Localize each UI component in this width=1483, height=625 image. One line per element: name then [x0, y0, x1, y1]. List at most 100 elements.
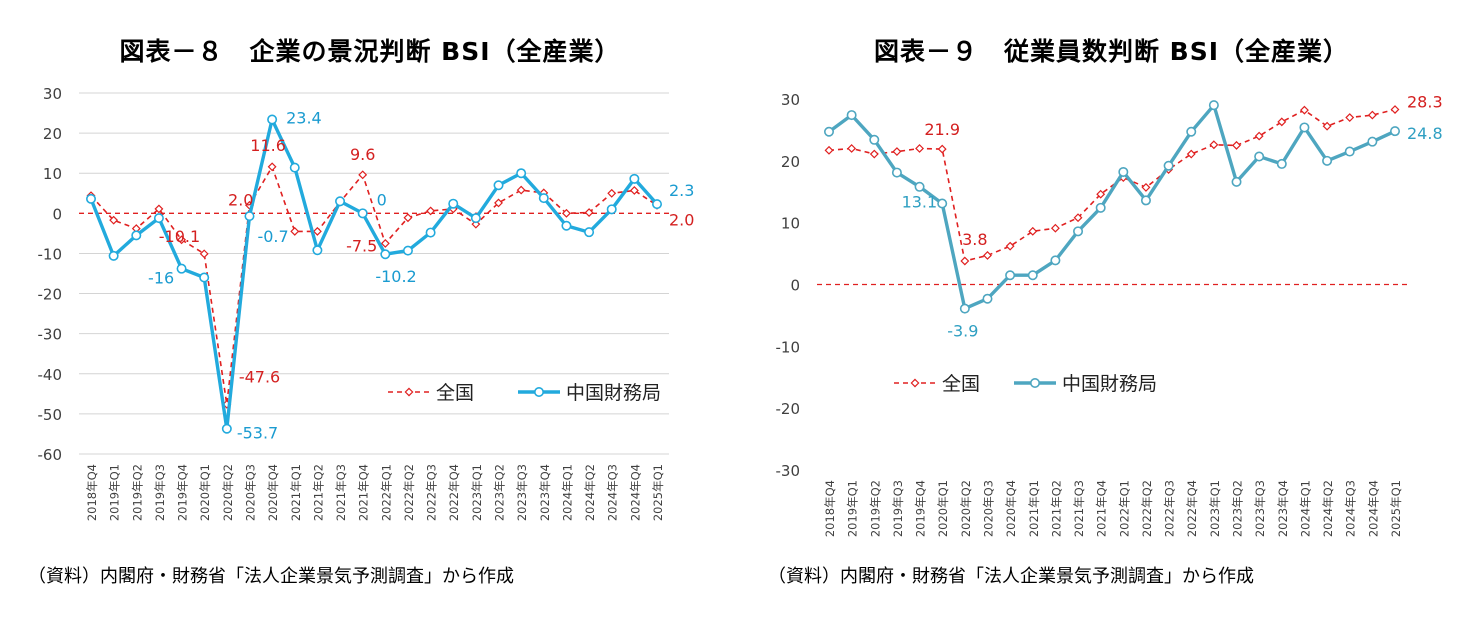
data-label: 13.1: [902, 192, 938, 211]
data-point: [1254, 151, 1265, 162]
data-point: [357, 208, 368, 219]
data-point: [402, 245, 413, 256]
y-tick-label: 0: [790, 277, 800, 295]
x-tick-label: 2023年Q3: [515, 464, 529, 521]
y-tick-label: 0: [52, 205, 62, 223]
data-point: [1140, 195, 1151, 206]
data-point: [1231, 176, 1242, 187]
data-label: 3.8: [962, 230, 987, 249]
data-point: [516, 168, 527, 179]
data-point: [892, 147, 902, 157]
data-point: [154, 204, 164, 214]
data-point: [584, 208, 594, 217]
bsi-line-chart: 30 20 10 0 -10 -20 -30 -40 -50 -60 2018年Q4 2019年Q1 2…: [38, 85, 695, 521]
data-point: [380, 249, 391, 260]
x-tick-label: 2024年Q1: [1298, 480, 1312, 537]
y-tick-label: 10: [43, 165, 62, 183]
x-tick-label: 2022年Q1: [1117, 480, 1131, 537]
data-point: [538, 193, 549, 204]
x-tick-label: 2022年Q2: [402, 464, 416, 521]
y-tick-label: 20: [781, 153, 800, 171]
data-point: [1073, 226, 1084, 237]
data-label: 2.0: [228, 190, 253, 209]
y-tick-label: -20: [38, 286, 63, 304]
data-point: [290, 226, 300, 236]
data-point: [1028, 226, 1038, 236]
data-point: [847, 144, 857, 153]
x-tick-label: 2019年Q2: [130, 464, 144, 521]
x-tick-label: 2024年Q2: [583, 464, 597, 521]
data-point: [109, 215, 119, 225]
data-point: [448, 198, 459, 209]
legend-label: 中国財務局: [566, 382, 661, 404]
x-tick-label: 2020年Q2: [221, 464, 235, 521]
data-point: [1186, 126, 1197, 137]
data-point: [1005, 241, 1015, 251]
data-point: [177, 235, 187, 245]
data-point: [983, 250, 992, 260]
data-point: [312, 245, 323, 256]
data-point: [267, 114, 278, 125]
x-tick-label: 2022年Q2: [1140, 480, 1154, 537]
y-tick-label: -20: [776, 400, 801, 418]
x-tick-label: 2022年Q4: [447, 464, 461, 521]
data-point: [244, 211, 255, 222]
data-point: [335, 196, 346, 207]
data-point: [86, 193, 97, 204]
data-point: [471, 219, 481, 229]
data-point: [651, 199, 662, 210]
data-point: [1277, 117, 1287, 127]
x-tick-label: 2019年Q4: [176, 464, 190, 521]
x-tick-label: 2020年Q1: [198, 464, 212, 521]
x-tick-label: 2021年Q4: [1095, 480, 1109, 537]
data-point: [1299, 105, 1309, 115]
y-tick-label: 30: [43, 85, 62, 103]
data-point: [494, 198, 503, 208]
employment-bsi-line-chart: 30 20 10 0 -10 -20 -30 2018年Q4 2019年Q1 2019年Q2 201…: [776, 91, 1443, 537]
source-note: （資料）内閣府・財務省「法人企業景気予測調査」から作成: [768, 566, 1254, 587]
x-tick-label: 2021年Q3: [1072, 480, 1086, 537]
x-tick-label: 2022年Q3: [425, 464, 439, 521]
data-label: -47.6: [239, 367, 280, 386]
data-point: [869, 134, 880, 145]
data-point: [1345, 113, 1355, 122]
x-tick-label: 2021年Q2: [1049, 480, 1063, 537]
data-label: -10.1: [159, 227, 200, 246]
x-tick-label: 2019年Q4: [914, 480, 928, 537]
data-point: [1209, 140, 1219, 150]
data-point: [1322, 155, 1333, 166]
data-point: [516, 185, 526, 195]
x-tick-label: 2018年Q4: [823, 480, 837, 537]
data-point: [131, 230, 142, 241]
y-tick-label: 10: [781, 215, 800, 233]
data-point: [1390, 105, 1400, 114]
data-point: [1232, 140, 1241, 150]
legend-label: 全国: [436, 382, 474, 404]
data-label: 24.8: [1407, 124, 1443, 143]
y-tick-label: -40: [38, 366, 63, 384]
data-point: [1254, 131, 1264, 141]
data-point: [1367, 136, 1378, 147]
data-point: [267, 162, 277, 172]
data-point: [470, 213, 481, 224]
x-tick-label: 2020年Q4: [1004, 480, 1018, 537]
x-tick-label: 2023年Q4: [538, 464, 552, 521]
x-tick-label: 2024年Q3: [606, 464, 620, 521]
series-line-0: [828, 108, 1396, 262]
x-tick-label: 2021年Q1: [1027, 480, 1041, 537]
data-point: [915, 144, 925, 153]
x-tick-label: 2023年Q1: [1208, 480, 1222, 537]
data-point: [561, 208, 571, 218]
data-point: [199, 249, 209, 259]
data-point: [1208, 100, 1219, 111]
data-label: -10.2: [375, 267, 416, 286]
x-tick-label: 2020年Q2: [959, 480, 973, 537]
data-point: [289, 162, 300, 173]
data-point: [1367, 110, 1377, 120]
legend-label: 全国: [942, 373, 980, 395]
data-point: [1095, 202, 1106, 213]
data-point: [937, 198, 948, 209]
data-point: [1141, 182, 1151, 192]
x-tick-label: 2024年Q4: [1366, 480, 1380, 537]
data-point: [629, 186, 639, 195]
